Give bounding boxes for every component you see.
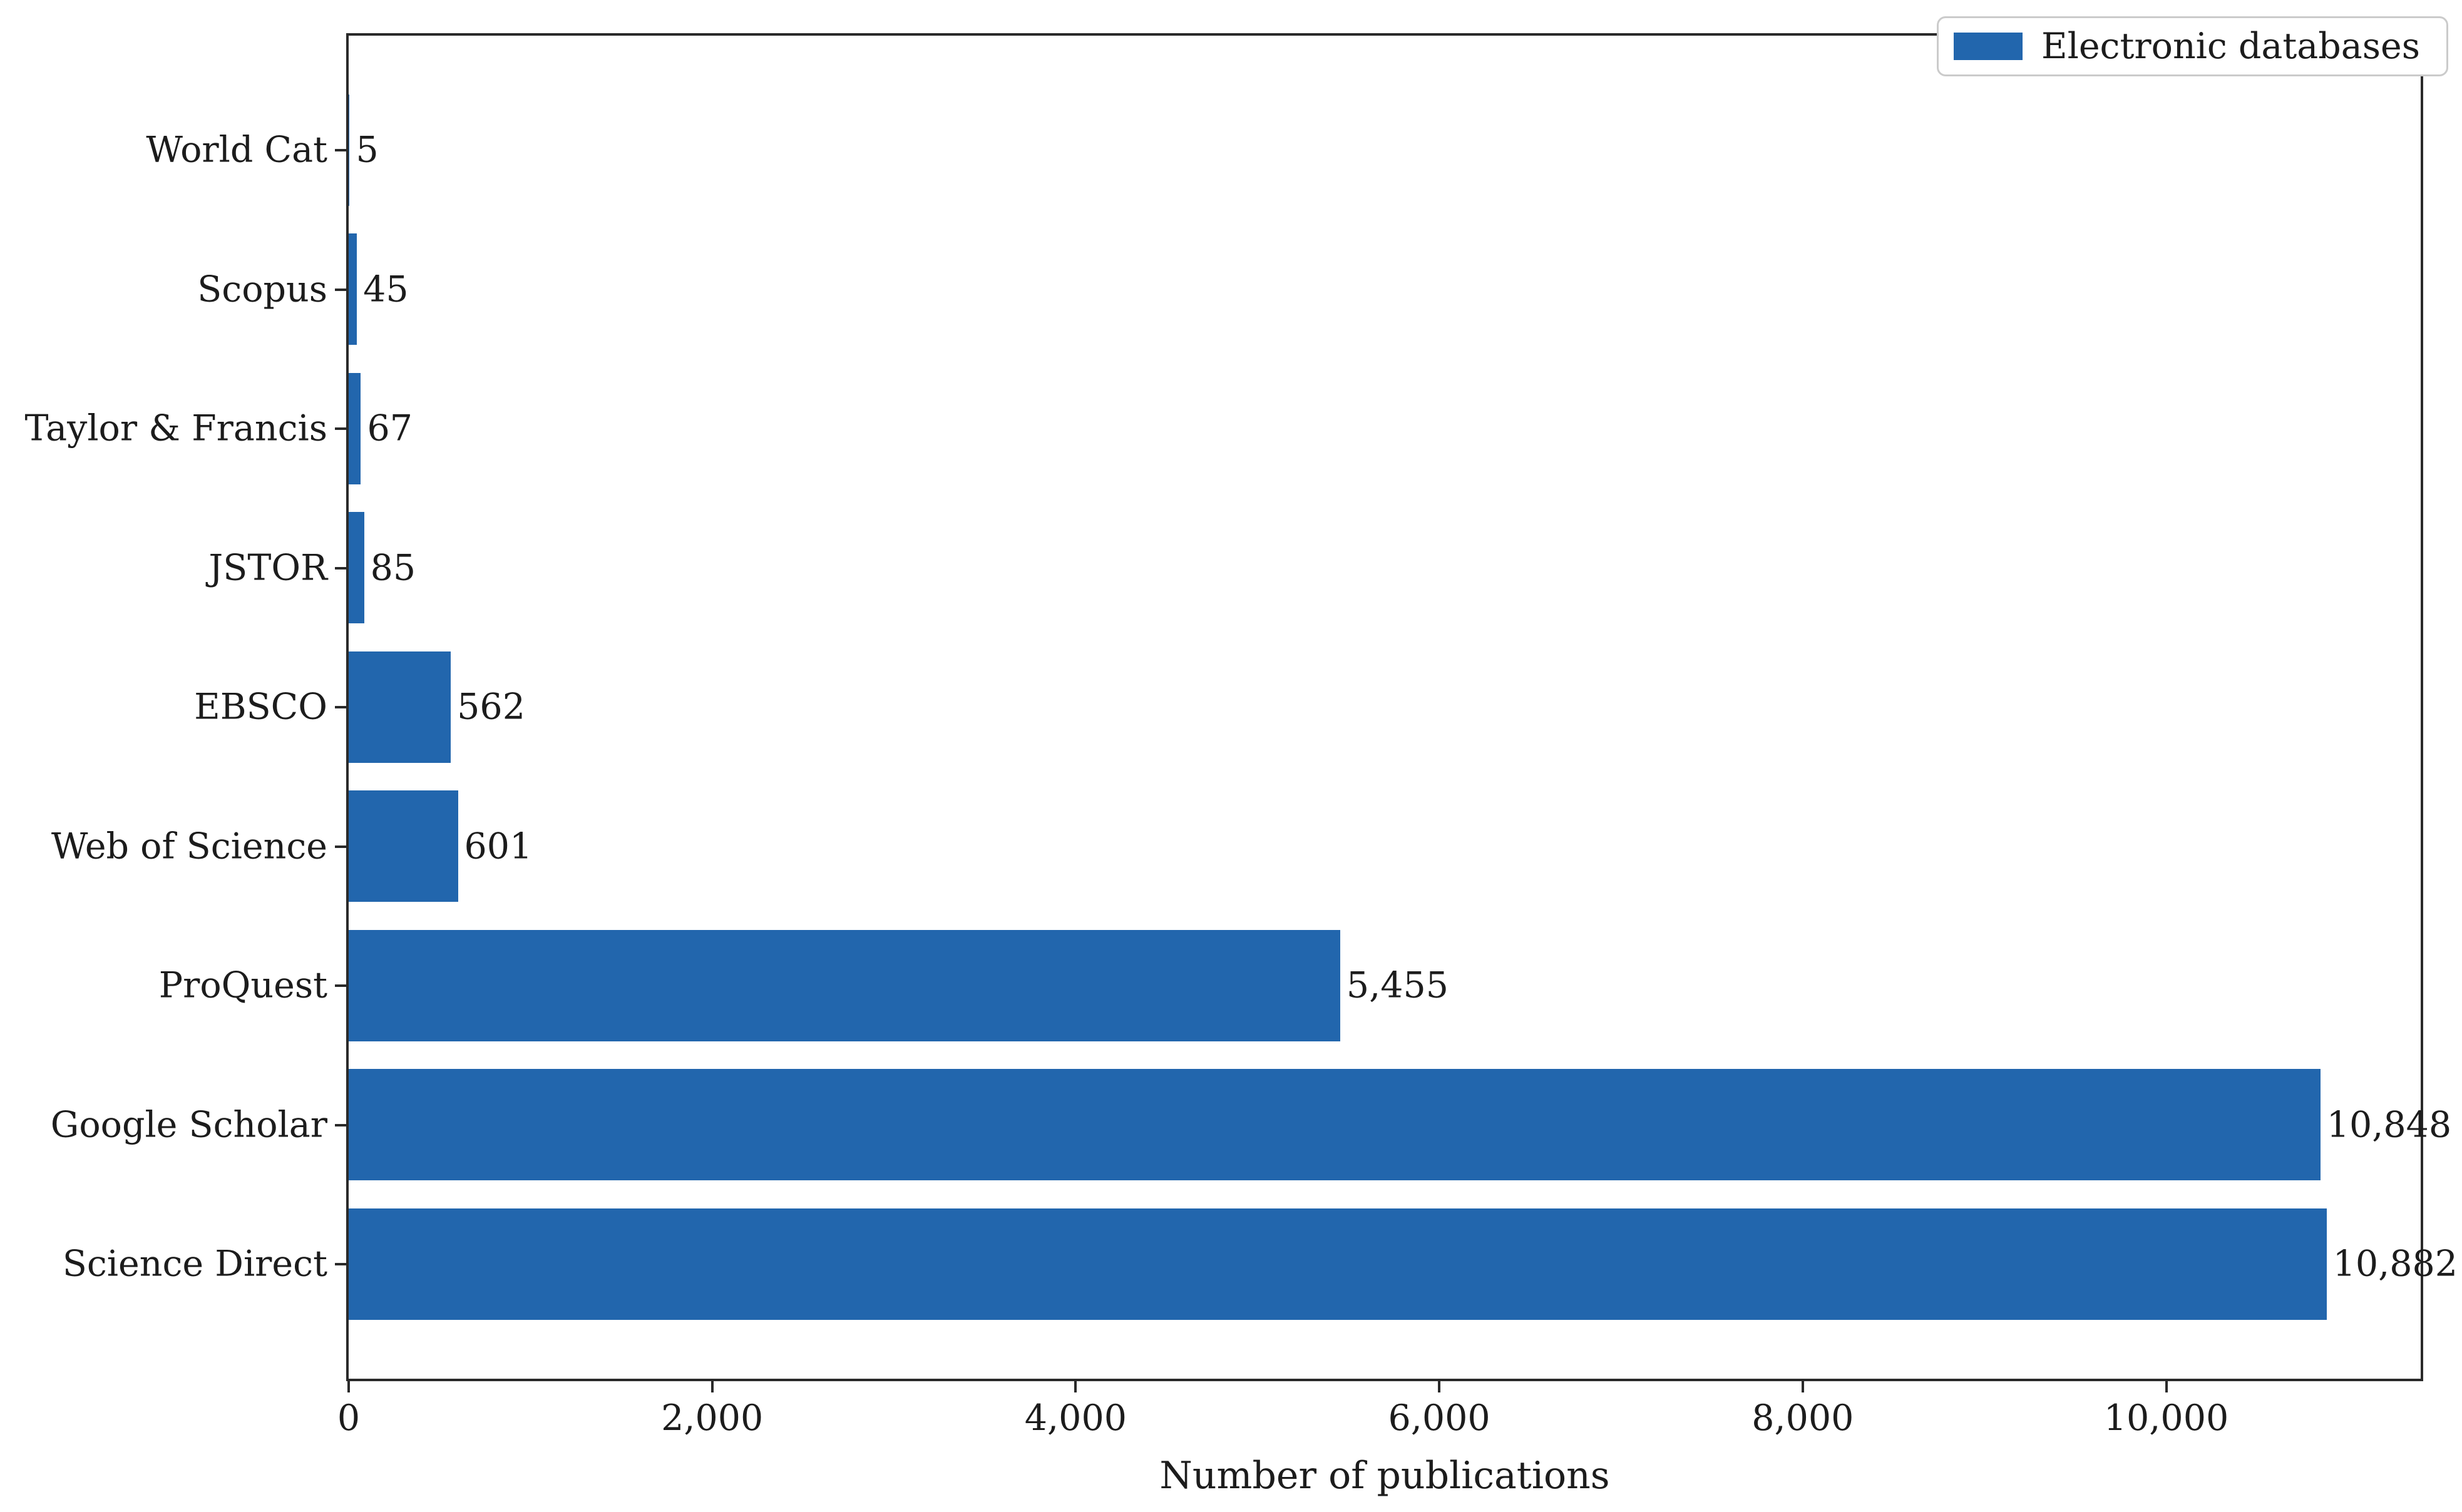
legend: Electronic databases [1936,16,2448,76]
value-label: 10,882 [2332,1243,2458,1285]
category-label: Scopus [197,268,327,310]
value-label: 10,848 [2326,1104,2452,1145]
category-label: World Cat [146,129,327,171]
value-label: 85 [370,547,416,588]
y-axis-tick [335,845,346,848]
value-label: 45 [363,268,409,310]
bar [349,790,458,902]
bar [349,233,357,345]
x-axis-tick [1801,1381,1804,1392]
x-axis-tick [347,1381,350,1392]
y-axis-tick [335,984,346,987]
category-label: Taylor & Francis [24,407,327,449]
plot-area: World Cat 5 Scopus 45 Taylor & Francis 67 JSTO… [25,33,2458,1438]
category-label: Science Direct [62,1243,327,1285]
category-label: Google Scholar [50,1104,327,1145]
bar-row-ebsco: EBSCO 562 [194,638,2421,777]
y-axis-tick [335,288,346,291]
category-label: JSTOR [208,547,327,588]
x-tick-label: 8,000 [1752,1397,1854,1439]
x-tick-label: 6,000 [1388,1397,1490,1439]
value-label: 5 [356,129,379,171]
bar [349,1069,2321,1181]
y-axis-tick [335,1123,346,1126]
bar-row-taylor-francis: Taylor & Francis 67 [25,359,2421,499]
value-label: 601 [464,825,533,867]
x-axis-tick [1438,1381,1441,1392]
y-axis-tick [335,566,346,570]
y-axis-tick [335,706,346,708]
x-tick-label: 2,000 [661,1397,764,1439]
bar [349,651,451,763]
value-label: 67 [367,407,413,449]
x-tick-label: 10,000 [2103,1397,2229,1439]
bar-row-jstor: JSTOR 85 [208,498,2421,638]
category-label: EBSCO [194,686,327,728]
y-axis-tick [335,149,346,151]
x-axis-tick [710,1381,714,1392]
x-axis-tick [2165,1381,2168,1392]
bar-row-scopus: Scopus 45 [197,220,2421,359]
x-axis-title: Number of publications [1159,1454,1610,1498]
bar [349,512,364,624]
value-label: 562 [457,686,525,728]
x-axis-tick [1074,1381,1077,1392]
bar [349,372,361,484]
legend-label: Electronic databases [2041,25,2420,67]
bar-row-google-scholar: Google Scholar 10,848 [51,1055,2451,1195]
bar [349,929,1340,1041]
category-label: ProQuest [158,964,327,1006]
bar [349,1208,2327,1320]
bar-row-web-of-science: Web of Science 601 [51,777,2421,916]
bar-row-world-cat: World Cat 5 [146,81,2421,220]
value-label: 5,455 [1346,964,1449,1006]
category-label: Web of Science [51,825,327,867]
x-tick-label: 0 [337,1397,361,1439]
legend-swatch-electronic-databases [1953,33,2023,60]
y-axis-tick [335,427,346,430]
bar-row-science-direct: Science Direct 10,882 [63,1195,2458,1334]
y-axis-tick [335,1263,346,1265]
bar-row-proquest: ProQuest 5,455 [159,916,2421,1056]
x-tick-label: 4,000 [1024,1397,1127,1439]
